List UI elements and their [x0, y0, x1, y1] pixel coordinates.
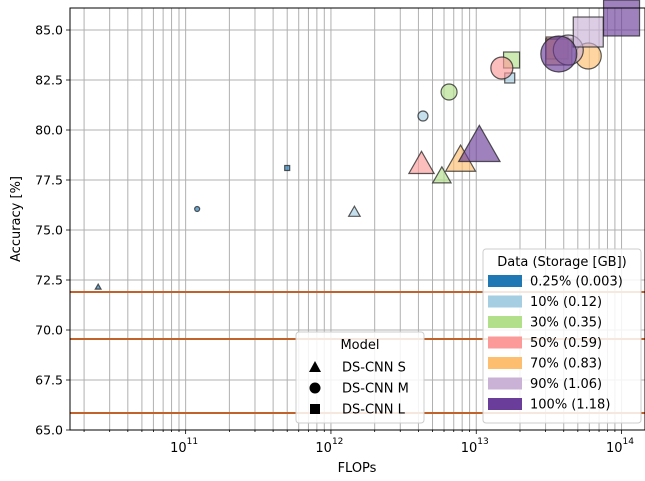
plot-frame [69, 7, 645, 431]
y-tick-label: 70.0 [35, 323, 63, 338]
y-tick-label: 72.5 [35, 273, 63, 288]
y-tick-label: 85.0 [35, 23, 63, 38]
data-point-square [284, 164, 291, 172]
data-legend: Data (Storage [GB]) 0.25% (0.003) 10% (0.1… [482, 248, 642, 424]
y-tick-label: 75.0 [35, 223, 63, 238]
data-legend-label: 100% (1.18) [530, 398, 610, 413]
x-tick-label-exponent: 11 [187, 437, 198, 447]
x-tick-label-exponent: 12 [332, 437, 343, 447]
data-legend-label: 70% (0.83) [530, 357, 602, 372]
x-tick-label: 10 12 [315, 437, 343, 456]
model-legend-box [295, 331, 425, 424]
legend-square-marker [310, 404, 320, 414]
legend-swatch [488, 275, 522, 287]
data-point-circle [440, 83, 458, 101]
data-legend-title: Data (Storage [GB]) [497, 255, 626, 270]
model-legend-label: DS-CNN M [342, 382, 409, 397]
data-point-circle [417, 110, 429, 122]
x-tick-label-exponent: 14 [623, 437, 635, 447]
model-legend-title: Model [340, 338, 379, 353]
x-tick-label-base: 10 [461, 441, 478, 456]
x-axis-label: FLOPs [338, 461, 377, 476]
legend-swatch [488, 316, 522, 328]
data-legend-label: 90% (1.06) [530, 377, 602, 392]
y-tick-label: 80.0 [35, 123, 63, 138]
data-point-triangle [94, 282, 103, 290]
data-point-square [602, 0, 641, 37]
y-tick-label: 67.5 [35, 373, 63, 388]
model-legend-label: DS-CNN L [342, 403, 406, 418]
data-legend-box [482, 248, 642, 424]
x-tick-label: 10 11 [170, 437, 198, 456]
x-tick-label-base: 10 [315, 441, 332, 456]
legend-swatch [488, 295, 522, 308]
model-legend: Model DS-CNN S DS-CNN M DS-CNN L [295, 331, 425, 424]
x-tick-label-base: 10 [170, 441, 187, 456]
x-tick-label-base: 10 [606, 441, 623, 456]
data-point-triangle [347, 205, 362, 217]
legend-swatch [488, 336, 522, 349]
data-legend-label: 0.25% (0.003) [530, 275, 623, 290]
data-point-circle [194, 205, 201, 213]
x-tick-label: 10 13 [461, 437, 489, 456]
x-tick-label-exponent: 13 [477, 437, 488, 447]
data-legend-label: 30% (0.35) [530, 316, 602, 331]
data-legend-label: 10% (0.12) [530, 295, 602, 310]
x-tick-label: 10 14 [606, 437, 634, 456]
data-point-triangle [407, 150, 436, 175]
data-point-triangle [457, 124, 502, 163]
data-point-circle [490, 56, 514, 80]
y-axis-label: Accuracy [%] [9, 176, 24, 262]
data-point-square [572, 16, 604, 48]
y-tick-label: 65.0 [35, 423, 63, 438]
axes: 65.067.570.072.575.077.580.082.585.010 11… [35, 23, 634, 457]
y-tick-label: 82.5 [35, 73, 63, 88]
data-point-circle [540, 35, 578, 73]
data-legend-label: 50% (0.59) [530, 336, 602, 351]
legend-swatch [488, 357, 522, 369]
model-legend-label: DS-CNN S [342, 361, 406, 376]
legend-circle-marker [309, 382, 321, 394]
legend-swatch [488, 377, 522, 390]
data-point-triangle [431, 165, 453, 184]
data-points [94, 0, 641, 290]
y-tick-label: 77.5 [35, 173, 63, 188]
legend-triangle-marker [309, 361, 321, 372]
legend-swatch [488, 398, 522, 410]
